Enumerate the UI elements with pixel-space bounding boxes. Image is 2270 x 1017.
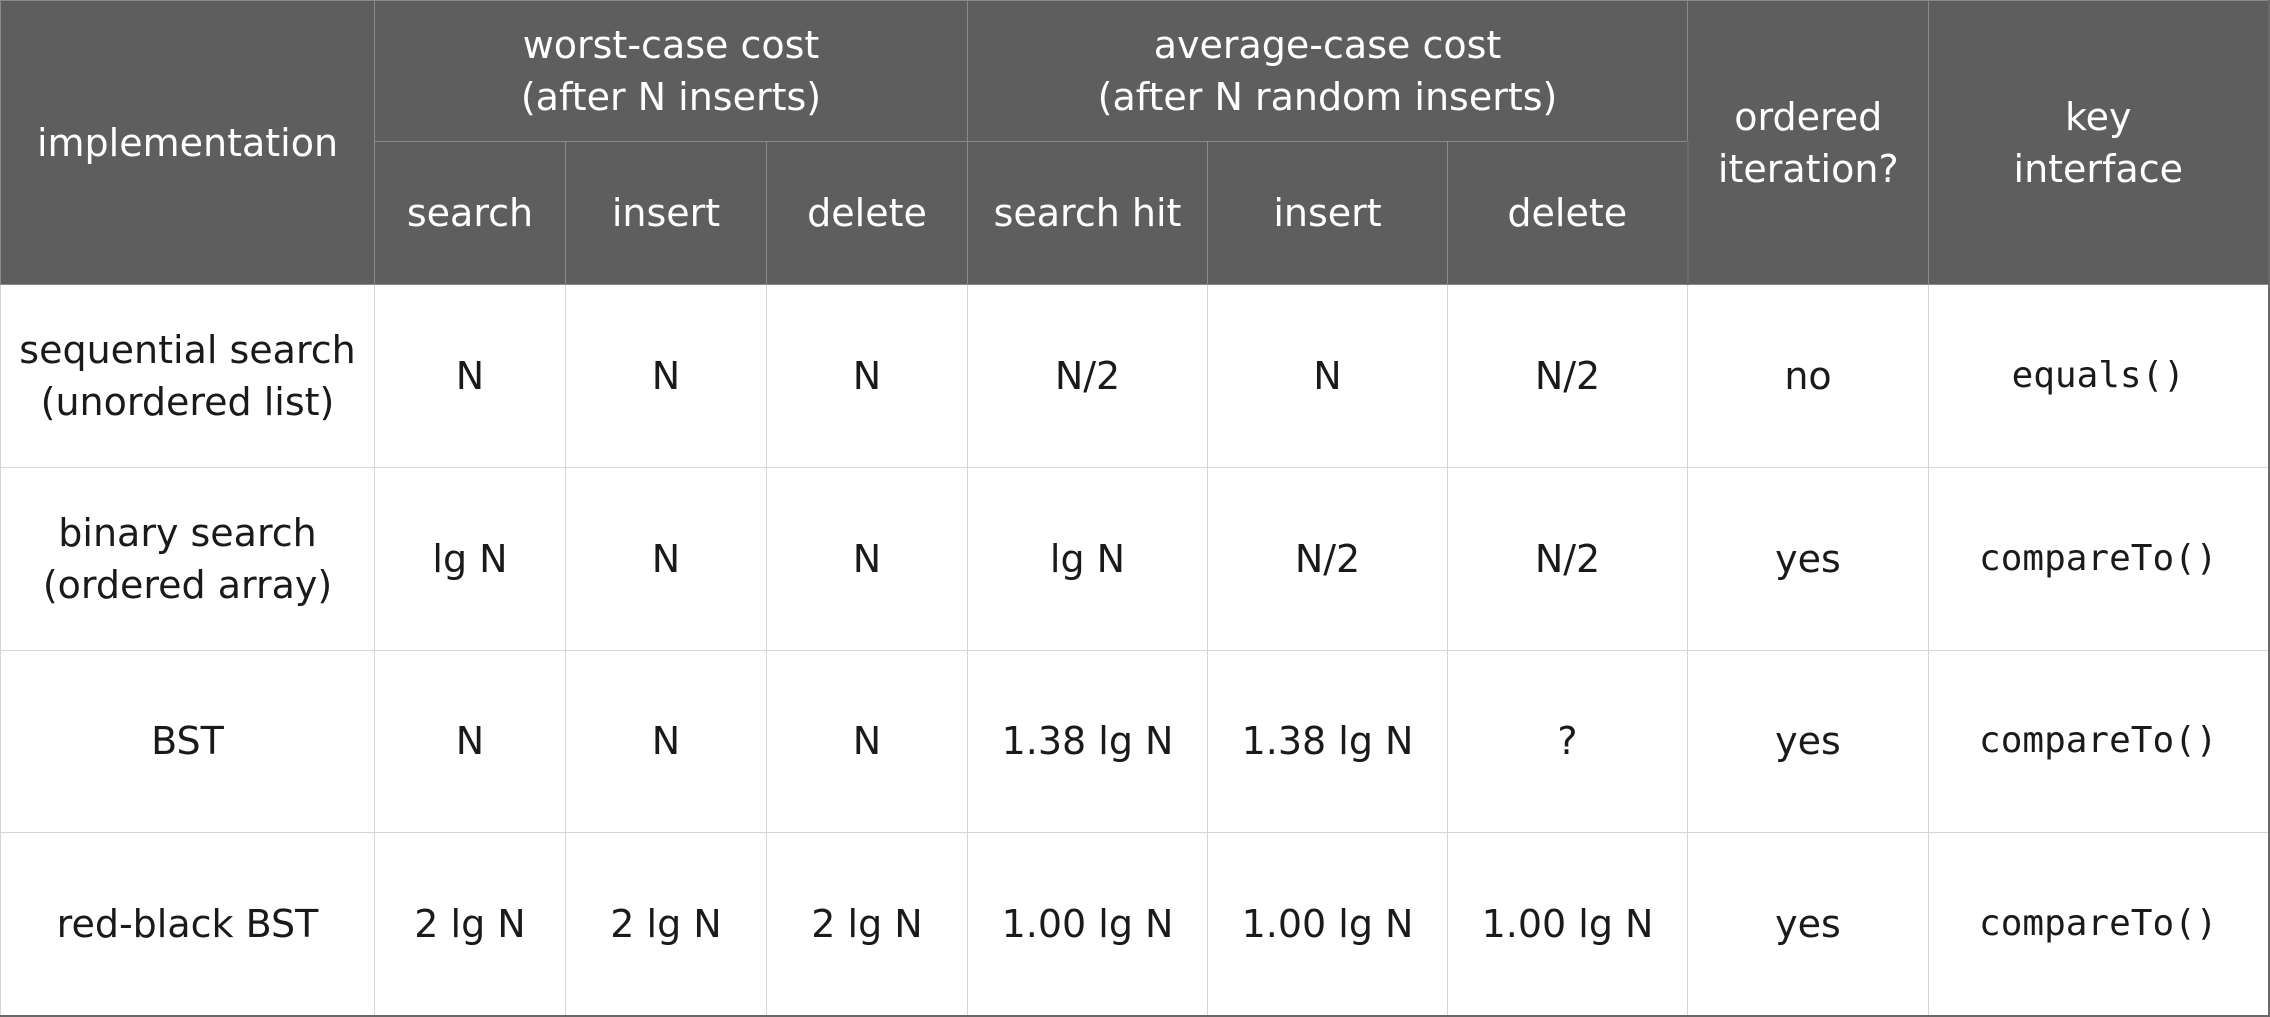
cost-cell: 1.00 lg N [967,832,1209,1017]
impl-line: BST [151,719,224,764]
table-row: red-black BST 2 lg N 2 lg N 2 lg N 1.00 … [0,832,2270,1017]
cost-cell: N/2 [1207,466,1449,651]
cost-cell: lg N [374,466,566,651]
table-row: binary search (ordered array) lg N N N l… [0,466,2270,651]
header-key-interface: key interface [1928,0,2270,285]
cost-cell: 1.38 lg N [967,649,1209,834]
cost-cell: N/2 [1447,466,1689,651]
cost-cell: N [765,649,969,834]
header-worst-delete: delete [765,141,969,285]
header-ordered-iteration: ordered iteration? [1687,0,1930,285]
key-interface-cell: compareTo() [1928,466,2270,651]
cost-cell: N [565,649,767,834]
cost-cell: N/2 [967,284,1209,468]
key-interface-cell: compareTo() [1928,832,2270,1017]
header-implementation: implementation [0,0,375,285]
impl-cell: red-black BST [0,832,375,1017]
impl-cell: BST [0,649,375,834]
ordered-cell: yes [1687,466,1930,651]
cost-cell: N [1207,284,1449,468]
cost-cell: N [565,284,767,468]
cost-cell: N/2 [1447,284,1689,468]
header-average-case-line1: average-case cost [1153,23,1502,67]
cost-cell: lg N [967,466,1209,651]
header-ordered-iteration-line2: iteration? [1717,146,1899,191]
header-average-case: average-case cost (after N random insert… [967,0,1689,142]
header-worst-insert: insert [565,141,767,285]
impl-line: (ordered array) [42,562,333,607]
header-row-top: implementation worst-case cost (after N … [0,0,2270,285]
table-row: BST N N N 1.38 lg N 1.38 lg N ? yes comp… [0,649,2270,834]
cost-cell: 1.00 lg N [1207,832,1449,1017]
impl-line: binary search [58,510,317,555]
impl-line: sequential search [19,327,356,372]
header-avg-insert: insert [1207,141,1449,285]
cost-cell: N [374,284,566,468]
header-key-interface-line2: interface [2013,146,2183,191]
ordered-cell: yes [1687,649,1930,834]
header-worst-search: search [374,141,566,285]
impl-line: (unordered list) [40,379,335,424]
header-key-interface-line1: key [2065,94,2132,139]
cost-cell: N [565,466,767,651]
cost-cell: 2 lg N [565,832,767,1017]
header-ordered-iteration-line1: ordered [1734,94,1883,139]
header-average-case-line2: (after N random inserts) [1097,75,1558,119]
cost-cell: N [765,284,969,468]
header-worst-case-line1: worst-case cost [522,23,820,67]
ordered-cell: no [1687,284,1930,468]
cost-cell: 1.00 lg N [1447,832,1689,1017]
cost-cell: N [765,466,969,651]
key-interface-cell: equals() [1928,284,2270,468]
cost-cell: 2 lg N [765,832,969,1017]
impl-cell: sequential search (unordered list) [0,284,375,468]
cost-cell: N [374,649,566,834]
header-row-sub: search insert delete search hit insert d… [1,141,2269,285]
header-avg-delete: delete [1447,141,1689,285]
impl-line: red-black BST [56,901,319,946]
cost-cell: 1.38 lg N [1207,649,1449,834]
cost-cell: ? [1447,649,1689,834]
header-worst-case-line2: (after N inserts) [520,75,822,119]
header-avg-search-hit: search hit [967,141,1209,285]
table-row: sequential search (unordered list) N N N… [0,284,2270,468]
key-interface-cell: compareTo() [1928,649,2270,834]
header-worst-case: worst-case cost (after N inserts) [373,0,969,142]
impl-cell: binary search (ordered array) [0,466,375,651]
ordered-cell: yes [1687,832,1930,1017]
cost-cell: 2 lg N [374,832,566,1017]
